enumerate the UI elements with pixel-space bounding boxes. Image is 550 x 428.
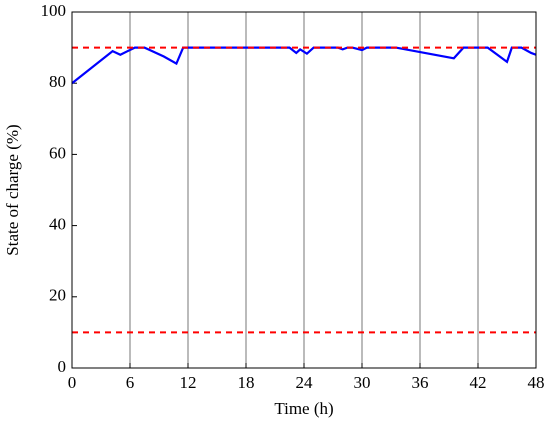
y-tick-label: 60: [49, 143, 66, 162]
x-axis-label: Time (h): [274, 399, 333, 418]
y-axis-label: State of charge (%): [3, 124, 22, 255]
x-tick-label: 24: [296, 373, 314, 392]
x-tick-label: 48: [528, 373, 545, 392]
x-tick-label: 12: [180, 373, 197, 392]
x-tick-label: 6: [126, 373, 135, 392]
x-tick-label: 42: [470, 373, 487, 392]
x-tick-label: 0: [68, 373, 77, 392]
plot-frame: [71, 11, 537, 369]
x-tick-label: 30: [354, 373, 371, 392]
y-tick-label: 100: [41, 1, 67, 20]
y-tick-label: 80: [49, 72, 66, 91]
y-tick-label: 20: [49, 286, 66, 305]
y-tick-label: 0: [58, 357, 67, 376]
x-tick-label: 18: [238, 373, 255, 392]
y-tick-label: 40: [49, 215, 66, 234]
x-tick-label: 36: [412, 373, 429, 392]
